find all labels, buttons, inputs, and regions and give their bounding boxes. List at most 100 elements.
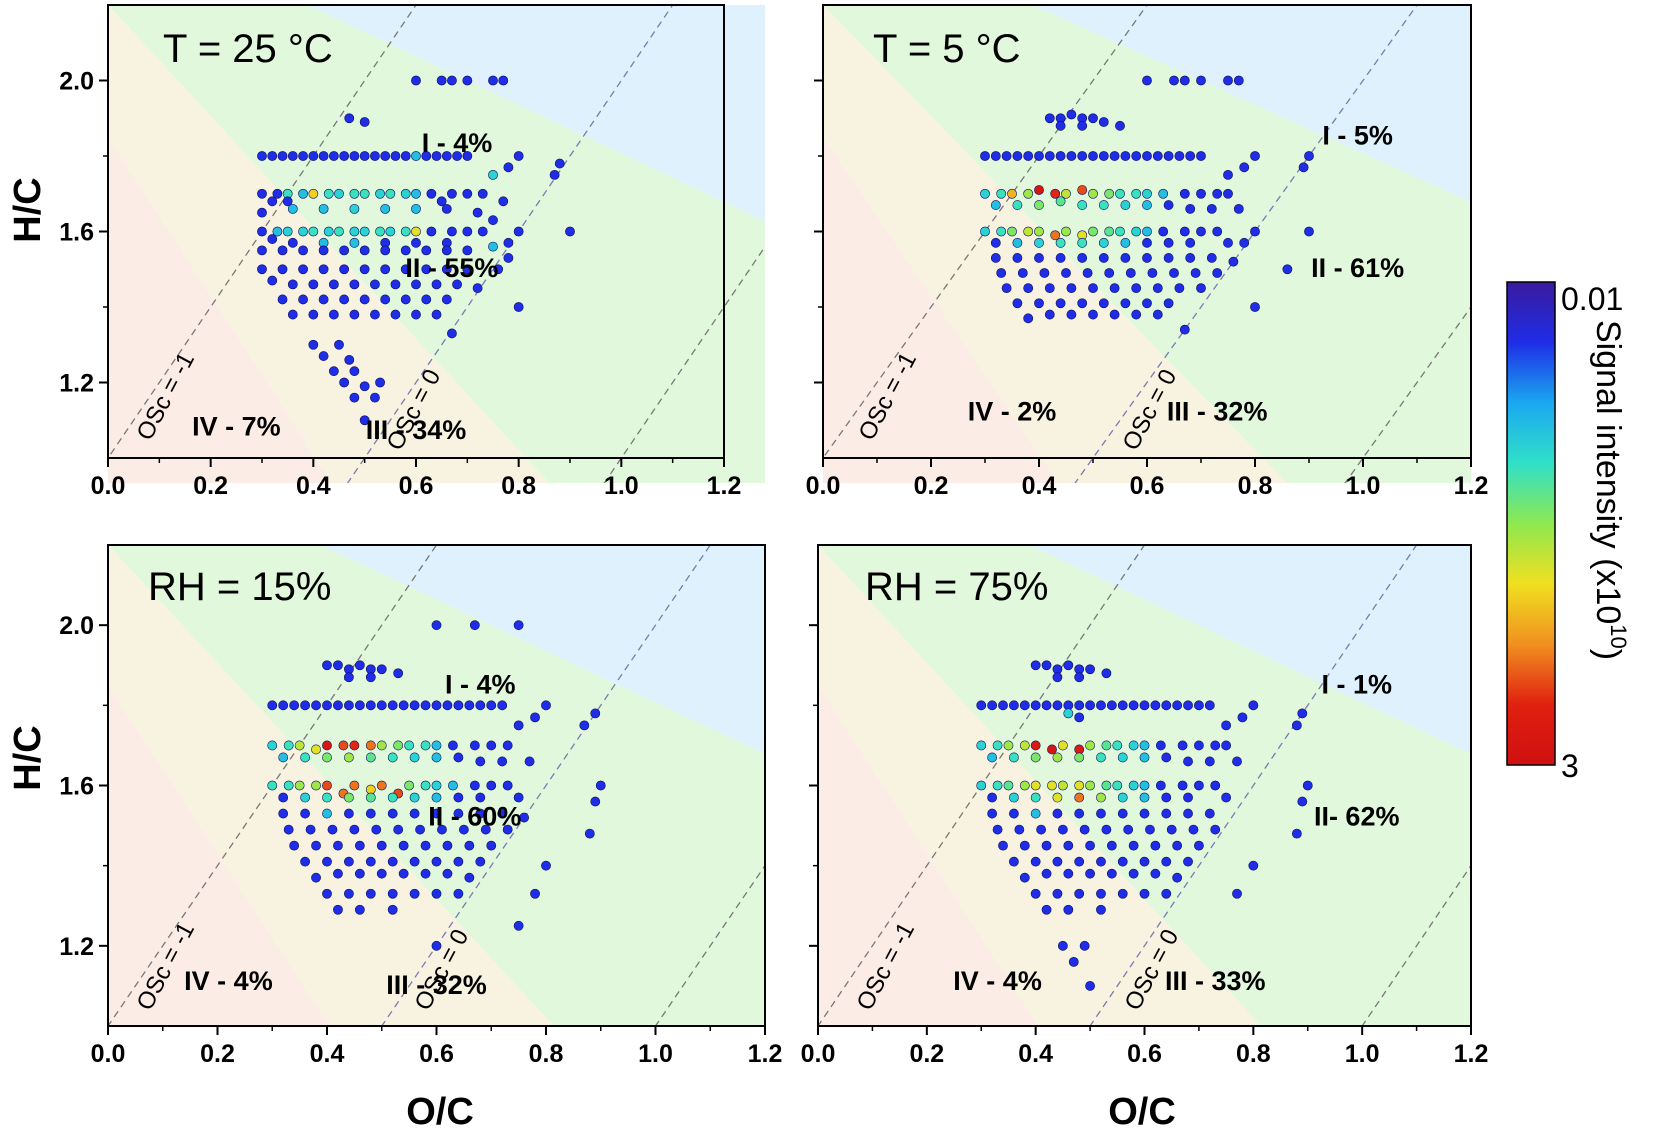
data-point [530,888,540,899]
data-point [1009,856,1019,867]
data-point [1052,752,1063,763]
data-point [502,824,513,835]
data-point [1088,309,1098,320]
x-tick-label: 0.2 [909,1040,944,1068]
x-tick-label: 0.0 [91,472,126,500]
data-point [334,339,344,350]
data-point [1041,904,1052,915]
x-tick-label: 1.0 [638,1040,673,1068]
data-point [1172,840,1183,851]
data-point [1096,904,1106,915]
data-point [1055,151,1066,161]
data-point [420,780,431,791]
data-point [398,868,409,879]
y-axis-title-bottom: H/C [7,725,49,790]
data-point [1096,752,1106,763]
data-point [1034,298,1044,309]
data-point [1041,840,1052,851]
data-point [462,245,473,256]
data-point [1052,888,1063,899]
data-point [380,294,391,305]
data-point [1152,309,1163,320]
data-point [349,392,360,403]
data-point [344,354,355,365]
data-point [1079,824,1090,835]
data-point [318,151,329,161]
data-point [354,700,365,711]
data-point [1123,824,1134,835]
data-point [398,700,409,711]
data-point [1210,740,1221,751]
data-point [390,279,401,290]
data-point [1085,740,1095,751]
data-point [488,241,498,252]
data-point [1196,188,1206,199]
data-point [475,856,486,867]
data-point [1009,808,1019,819]
data-point [387,856,398,867]
data-point [1001,151,1012,161]
data-point [359,151,370,161]
data-point [1232,756,1242,767]
data-point [1206,203,1217,214]
data-point [1088,151,1098,161]
data-point [1101,668,1112,679]
data-point [1012,298,1023,309]
data-point [1204,756,1215,767]
data-point [452,151,462,161]
x-tick-label: 0.6 [1130,472,1165,500]
data-point [431,780,442,791]
data-point [1041,868,1052,879]
data-point [1161,752,1172,763]
data-point [277,264,288,275]
data-point [1233,203,1244,214]
data-point [267,740,278,751]
data-point [354,660,365,671]
x-tick-label: 1.2 [1454,472,1489,500]
data-point [1112,740,1123,751]
data-point [441,203,452,214]
data-point [462,75,473,86]
data-point [1077,200,1088,210]
colorbar-title: Signal intensity (x1010) [1589,320,1631,660]
data-point [480,824,491,835]
data-point [1007,188,1017,199]
data-point [400,264,411,275]
data-point [411,237,421,248]
data-point [452,279,462,290]
data-point [541,860,551,871]
data-point [990,253,1001,263]
data-point [1030,780,1041,791]
region-label: II- 62% [1314,802,1400,832]
colorbar-max-label: 0.01 [1561,281,1623,317]
data-point [1179,188,1190,199]
data-point [328,279,339,290]
data-point [343,752,354,763]
data-point [421,264,432,275]
region-label: III - 34% [366,415,467,445]
data-point [300,752,310,763]
data-point [294,780,305,791]
data-point [1077,237,1088,248]
data-point [976,780,987,791]
data-point [1047,744,1057,755]
data-point [1142,75,1152,86]
data-point [1139,808,1150,819]
data-point [990,237,1001,248]
data-point [322,660,332,671]
data-point [1101,824,1112,835]
x-tick-label: 1.2 [707,472,742,500]
data-point [541,700,551,711]
plot-area [823,5,1471,483]
data-point [1074,712,1085,723]
data-point [1185,151,1196,161]
data-point [475,792,486,803]
data-point [272,188,283,199]
data-point [411,203,421,214]
data-point [1104,226,1115,237]
data-point [311,700,321,711]
data-point [1019,840,1030,851]
data-point [1250,226,1260,237]
data-point [349,740,360,751]
data-point [475,808,486,819]
